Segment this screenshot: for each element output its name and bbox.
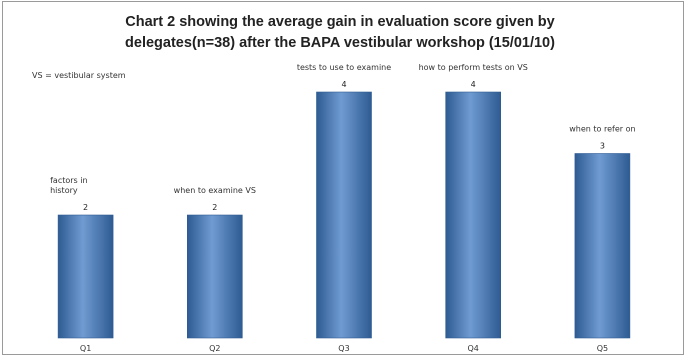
bar-chart: Chart 2 showing the average gain in eval… [32,14,636,353]
bar-q4 [445,91,502,339]
data-label-q5: 3 [600,142,605,151]
data-label-q3: 4 [341,80,346,89]
bar-q2 [187,214,243,339]
annotation-q2-line-1: when to examine VS [174,186,256,195]
annotation-q4-line-1: how to perform tests on VS [419,63,528,72]
bar-q1 [57,214,114,339]
data-label-q2: 2 [212,203,217,212]
tick-label-q1: Q1 [80,344,91,353]
bar-q3 [316,91,372,339]
annotation-q5-line-1: when to refer on [569,125,635,134]
legend-note: VS = vestibular system [32,71,126,80]
annotation-q1-line-1: factors in [50,176,87,185]
bar-q5 [574,153,631,339]
tick-label-q2: Q2 [209,344,220,353]
tick-label-q3: Q3 [338,344,349,353]
chart-title-line-2: delegates(n=38) after the BAPA vestibula… [125,35,555,51]
data-label-q1: 2 [83,203,88,212]
tick-label-q4: Q4 [468,344,479,353]
annotation-q1-line-2: history [50,186,78,195]
data-label-q4: 4 [471,80,476,89]
annotation-q3-line-1: tests to use to examine [297,63,391,72]
chart-title-line-1: Chart 2 showing the average gain in eval… [125,14,554,30]
tick-label-q5: Q5 [597,344,608,353]
